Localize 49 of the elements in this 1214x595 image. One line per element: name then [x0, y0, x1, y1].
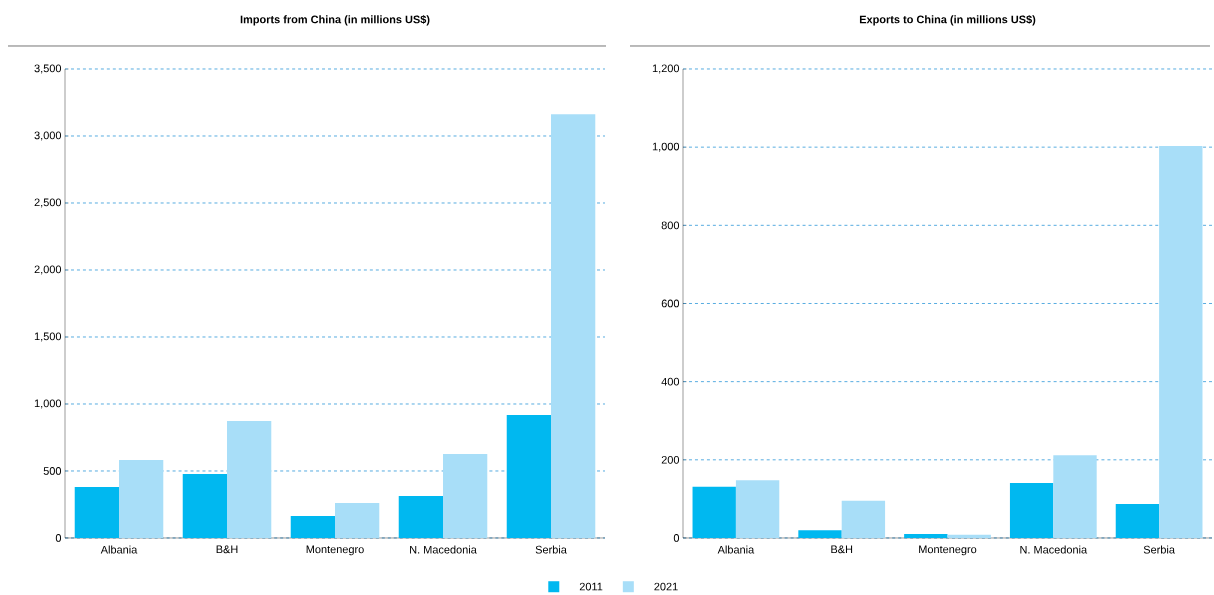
- bar: [119, 460, 164, 538]
- bar: [1009, 482, 1054, 538]
- bar: [1115, 503, 1160, 538]
- x-tick-label: Albania: [717, 545, 755, 554]
- bar: [74, 487, 120, 538]
- y-tick-label: 0: [673, 534, 680, 542]
- y-tick-label: 800: [661, 221, 680, 230]
- y-tick-label: 1,000: [34, 399, 62, 409]
- bar: [290, 516, 336, 538]
- y-tick-label: 3,500: [34, 64, 62, 74]
- y-tick-label: 3,000: [34, 131, 62, 141]
- y-tick-label: 2,500: [34, 198, 62, 208]
- y-tick-label: 500: [43, 467, 62, 475]
- y-tick-label: 1,200: [652, 64, 680, 74]
- legend-label: 2021: [654, 582, 678, 591]
- x-tick-label: N. Macedonia: [1020, 545, 1088, 554]
- chart-title: Exports to China (in millions US$): [859, 15, 1036, 26]
- chart-title: Imports from China (in millions US$): [240, 15, 430, 26]
- bar: [692, 486, 736, 538]
- x-tick-label: B&H: [216, 545, 238, 554]
- y-tick-label: 200: [661, 455, 680, 464]
- y-tick-label: 600: [661, 299, 680, 308]
- bar: [947, 534, 991, 538]
- y-tick-label: 1,500: [34, 332, 62, 342]
- bar: [227, 421, 272, 538]
- bar: [798, 530, 842, 538]
- x-tick-label: N. Macedonia: [410, 545, 477, 554]
- bar: [1053, 455, 1097, 538]
- bar: [904, 534, 948, 538]
- x-tick-label: Serbia: [535, 545, 567, 554]
- x-tick-label: Montenegro: [919, 545, 977, 556]
- x-tick-label: Montenegro: [306, 545, 364, 556]
- y-tick-label: 0: [55, 534, 62, 542]
- legend-label: 2011: [579, 582, 603, 591]
- y-tick-label: 400: [661, 377, 680, 386]
- bar: [443, 453, 488, 538]
- bar: [841, 500, 886, 538]
- y-tick-label: 2,000: [34, 265, 62, 275]
- bar: [1159, 145, 1203, 538]
- bar: [735, 480, 780, 538]
- x-tick-label: B&H: [831, 545, 853, 554]
- bar: [335, 503, 380, 538]
- x-tick-label: Albania: [100, 545, 138, 554]
- bar: [398, 496, 444, 538]
- y-tick-label: 1,000: [652, 142, 680, 152]
- x-tick-label: Serbia: [1143, 545, 1175, 554]
- bar: [182, 474, 228, 538]
- bar: [506, 414, 552, 538]
- bar: [551, 114, 596, 538]
